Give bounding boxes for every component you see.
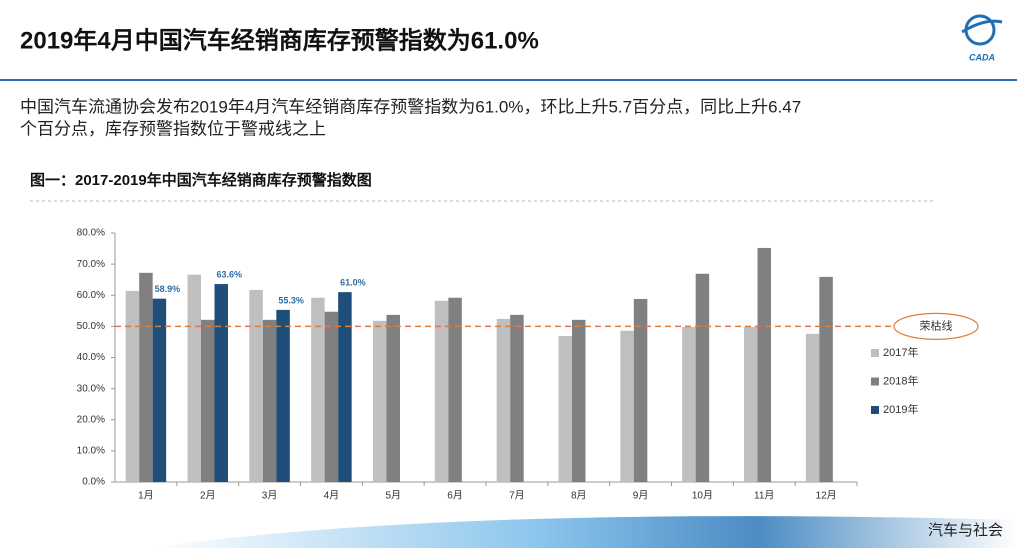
x-tick-label: 7月 (509, 490, 525, 502)
threshold-badge (893, 312, 979, 340)
bar (633, 298, 648, 482)
paragraph-line: 中国汽车流通协会发布2019年4月汽车经销商库存预警指数为61.0%，环比上升5… (20, 97, 801, 116)
bar (434, 300, 449, 482)
legend-label: 2018年 (883, 373, 918, 387)
x-tick-label: 2月 (200, 490, 216, 502)
bar (324, 311, 339, 482)
x-tick-label: 12月 (816, 490, 837, 502)
bar (757, 247, 771, 482)
y-tick-label: 0.0% (82, 477, 105, 488)
bar (510, 314, 524, 482)
bar (373, 320, 387, 482)
y-tick-label: 80.0% (77, 228, 105, 239)
bar (558, 336, 572, 482)
decor-swoosh (150, 516, 1017, 548)
bar (276, 309, 290, 482)
x-tick-label: 10月 (692, 490, 713, 502)
bar (695, 273, 710, 482)
logo-text: CADA (969, 52, 995, 62)
y-tick-label: 50.0% (77, 321, 105, 332)
x-tick-label: 1月 (138, 490, 154, 502)
value-label: 61.0% (340, 278, 366, 288)
chart-title: 图一：2017-2019年中国汽车经销商库存预警指数图 (30, 171, 372, 189)
y-tick-label: 20.0% (77, 414, 105, 425)
y-tick-label: 40.0% (77, 352, 105, 363)
paragraph-line: 个百分点，库存预警指数位于警戒线之上 (20, 119, 326, 138)
x-tick-label: 8月 (571, 490, 587, 502)
legend-swatch (871, 406, 879, 414)
x-tick-label: 11月 (754, 490, 774, 502)
legend-swatch (871, 377, 879, 386)
bar (572, 319, 586, 482)
logo: CADA (961, 14, 1003, 62)
x-tick-label: 3月 (262, 490, 278, 502)
bar (805, 333, 820, 482)
bar (311, 297, 325, 482)
bar (386, 314, 400, 482)
bar (214, 284, 228, 482)
y-tick-label: 70.0% (77, 259, 105, 270)
bar (620, 330, 634, 482)
legend-label: 2017年 (883, 345, 918, 359)
y-tick-label: 10.0% (77, 446, 105, 457)
bar (338, 292, 352, 482)
x-tick-label: 4月 (324, 490, 340, 502)
value-label: 63.6% (216, 269, 242, 279)
y-tick-label: 60.0% (77, 290, 105, 301)
bar (125, 290, 140, 482)
y-tick-label: 30.0% (77, 383, 105, 394)
value-label: 58.9% (155, 284, 181, 294)
threshold-label: 荣枯线 (920, 318, 953, 332)
bar (819, 276, 833, 482)
bar (682, 326, 696, 482)
value-label: 55.3% (278, 295, 304, 305)
footer-text: 汽车与社会 (928, 522, 1003, 539)
bar (262, 319, 277, 482)
x-tick-label: 5月 (385, 490, 401, 502)
x-tick-label: 6月 (447, 490, 463, 502)
bar (249, 289, 263, 482)
bar (152, 298, 167, 482)
slide-title: 2019年4月中国汽车经销商库存预警指数为61.0% (20, 26, 539, 54)
bar (201, 319, 215, 482)
bar (448, 297, 462, 482)
bar (187, 274, 201, 482)
legend-label: 2019年 (883, 402, 918, 416)
legend-swatch (871, 349, 879, 357)
bar (744, 326, 758, 482)
bar (139, 272, 153, 482)
x-tick-label: 9月 (633, 490, 649, 502)
bar (496, 318, 511, 482)
